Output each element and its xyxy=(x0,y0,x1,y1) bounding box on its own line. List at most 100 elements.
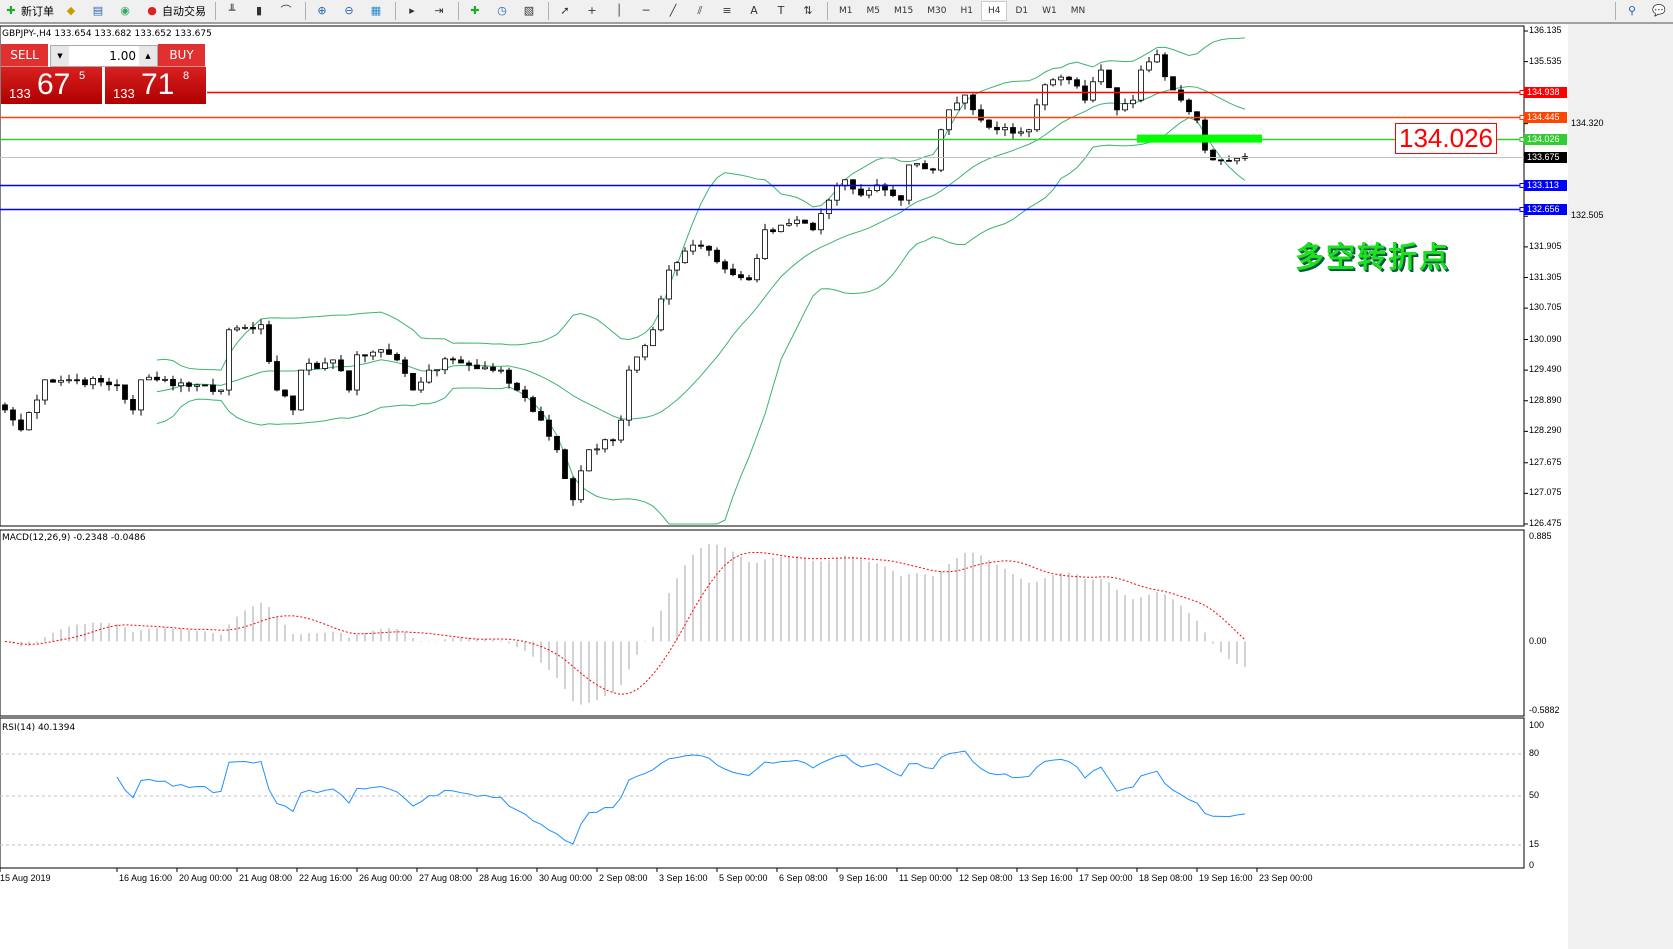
candle xyxy=(490,363,496,373)
candle xyxy=(10,406,16,426)
experts-button[interactable]: ◆ xyxy=(60,1,85,21)
buy-price-pip: 8 xyxy=(183,70,190,82)
timeframe-m15[interactable]: M15 xyxy=(894,6,914,16)
text-label-button[interactable]: T xyxy=(770,1,795,21)
timeframe-w1[interactable]: W1 xyxy=(1042,6,1057,16)
price-callout-label[interactable]: 134.026 xyxy=(1395,123,1497,154)
macd-signal-line xyxy=(4,551,1246,695)
periods-icon: ◷ xyxy=(497,4,507,17)
time-tick-label: 19 Sep 16:00 xyxy=(1199,873,1253,883)
candlestick-button[interactable]: ▮ xyxy=(248,1,273,21)
cursor-button[interactable]: ➚ xyxy=(554,1,579,21)
timeframe-h4[interactable]: H4 xyxy=(980,1,1008,21)
timeframe-m5[interactable]: M5 xyxy=(866,6,881,16)
chart-shift-button[interactable]: ⇥ xyxy=(428,1,453,21)
candle xyxy=(522,385,528,402)
price-tick-label: 136.135 xyxy=(1529,25,1562,35)
candle xyxy=(250,321,256,334)
candle xyxy=(466,360,472,372)
one-click-trading-panel: SELL ▼ 1.00 ▲ BUY 133 67 5 133 71 8 xyxy=(1,44,207,105)
templates-button[interactable]: ▧ xyxy=(518,1,543,21)
crosshair-icon: + xyxy=(587,4,597,17)
timeframe-m1[interactable]: M1 xyxy=(839,6,853,16)
auto-trading-icon: ● xyxy=(147,4,157,17)
candle xyxy=(634,356,640,373)
auto-scroll-button[interactable]: ▸ xyxy=(401,1,426,21)
bar-chart-button[interactable]: ╨ xyxy=(221,1,246,21)
candle xyxy=(514,381,520,392)
rsi-tick-label: 15 xyxy=(1529,839,1540,849)
time-tick-label: 27 Aug 08:00 xyxy=(419,873,473,883)
candle xyxy=(106,377,112,391)
candle xyxy=(370,350,376,361)
lot-increase-icon[interactable]: ▲ xyxy=(139,46,157,66)
support-zone-rectangle[interactable] xyxy=(1137,134,1262,143)
level-price-tag: 134.938 xyxy=(1524,86,1567,98)
chart-shift-icon: ⇥ xyxy=(434,4,444,17)
horizontal-line-icon: ─ xyxy=(642,4,650,17)
time-tick-label: 11 Sep 00:00 xyxy=(899,873,952,883)
candle xyxy=(818,208,824,235)
candle xyxy=(810,221,816,232)
sell-button[interactable]: SELL xyxy=(1,44,48,67)
indicators-button[interactable]: ✚ xyxy=(464,1,489,21)
candle xyxy=(210,378,216,395)
equidistant-channel-button[interactable]: ⫽ xyxy=(689,1,714,21)
crosshair-button[interactable]: + xyxy=(581,1,606,21)
line-chart-button[interactable]: ⌒ xyxy=(275,1,300,21)
candle xyxy=(58,375,64,386)
candle xyxy=(714,247,720,264)
buy-price-button[interactable]: 133 71 8 xyxy=(105,67,206,104)
candle xyxy=(234,325,240,332)
signal-icon: ◉ xyxy=(120,4,130,17)
candle xyxy=(962,94,968,110)
signal-button[interactable]: ◉ xyxy=(114,1,139,21)
lot-size-input[interactable]: 1.00 xyxy=(109,49,136,63)
candle xyxy=(626,365,632,427)
history-button[interactable]: ▤ xyxy=(87,1,112,21)
sell-price-button[interactable]: 133 67 5 xyxy=(1,67,102,104)
timeframe-mn[interactable]: MN xyxy=(1070,6,1086,16)
candle xyxy=(122,384,128,404)
new-order-button[interactable]: ✚ 新订单 xyxy=(0,1,58,21)
time-tick-label: 17 Sep 00:00 xyxy=(1079,873,1133,883)
candle xyxy=(186,381,192,392)
timeframe-h1[interactable]: H1 xyxy=(960,6,973,16)
candle xyxy=(994,121,1000,135)
toolbar-separator xyxy=(1615,2,1616,20)
periods-button[interactable]: ◷ xyxy=(491,1,516,21)
buy-button[interactable]: BUY xyxy=(158,44,205,67)
equidistant-channel-icon: ⫽ xyxy=(697,4,703,17)
timeframe-m30[interactable]: M30 xyxy=(927,6,947,16)
new-order-icon: ✚ xyxy=(6,4,16,17)
horizontal-line-button[interactable]: ─ xyxy=(635,1,660,21)
auto-trading-button[interactable]: ● 自动交易 xyxy=(141,1,210,21)
chart-header: GBPJPY-,H4 133.654 133.682 133.652 133.6… xyxy=(2,29,212,39)
tile-windows-button[interactable]: ▦ xyxy=(365,1,390,21)
text-button[interactable]: A xyxy=(743,1,768,21)
candle xyxy=(394,352,400,362)
zoom-in-button[interactable]: ⊕ xyxy=(311,1,336,21)
candle xyxy=(602,438,608,453)
line-chart-icon: ⌒ xyxy=(280,4,292,17)
fibonacci-button[interactable]: ≡ xyxy=(716,1,741,21)
candle xyxy=(530,395,536,413)
candle xyxy=(562,448,568,480)
lot-size-stepper[interactable]: ▼ 1.00 ▲ xyxy=(50,45,158,67)
candle xyxy=(346,370,352,393)
time-tick-label: 6 Sep 08:00 xyxy=(779,873,828,883)
lot-decrease-icon[interactable]: ▼ xyxy=(51,46,69,66)
search-button[interactable]: ⚲ xyxy=(1621,1,1646,21)
vertical-line-button[interactable]: │ xyxy=(608,1,633,21)
timeframe-d1[interactable]: D1 xyxy=(1015,6,1029,16)
zoom-out-icon: ⊖ xyxy=(344,4,354,17)
trendline-button[interactable]: ╱ xyxy=(662,1,687,21)
annotation-text[interactable]: 多空转折点 xyxy=(1295,240,1451,274)
candle xyxy=(554,435,560,453)
chat-button[interactable]: 💬 xyxy=(1648,1,1673,21)
zoom-out-button[interactable]: ⊖ xyxy=(338,1,363,21)
candle xyxy=(898,195,904,206)
arrows-button[interactable]: ⇅ xyxy=(797,1,822,21)
auto-scroll-icon: ▸ xyxy=(409,4,415,17)
